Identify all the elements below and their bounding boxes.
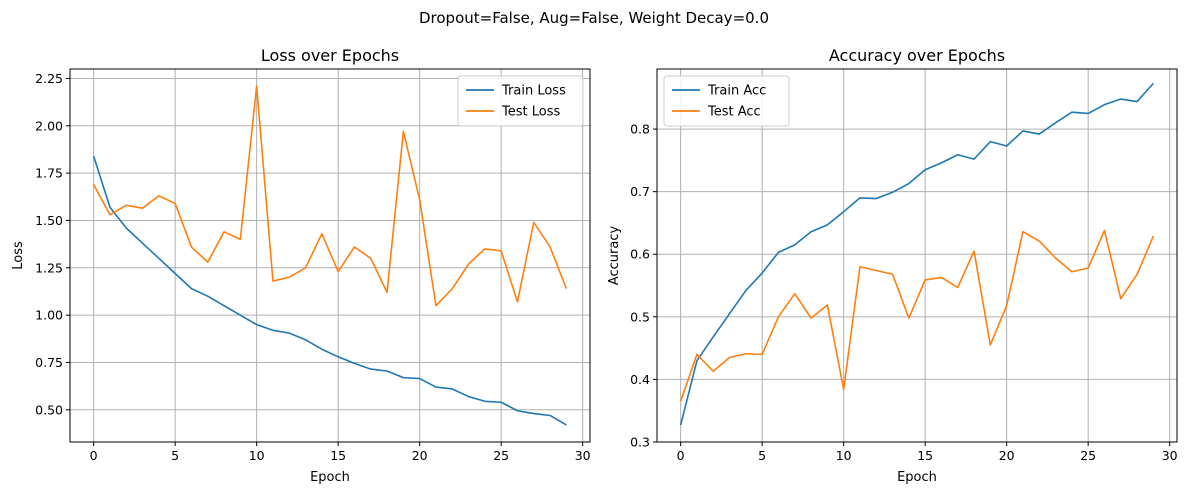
figure-suptitle: Dropout=False, Aug=False, Weight Decay=0… bbox=[419, 9, 769, 27]
loss-x-tick-label: 25 bbox=[493, 448, 509, 463]
accuracy-chart-title: Accuracy over Epochs bbox=[829, 46, 1005, 65]
accuracy-series-train-acc-line bbox=[679, 82, 1154, 426]
loss-y-tick-label: 1.50 bbox=[35, 213, 63, 228]
accuracy-y-tick-label: 0.4 bbox=[630, 372, 650, 387]
loss-x-tick-label: 15 bbox=[330, 448, 346, 463]
accuracy-y-axis-label: Accuracy bbox=[607, 226, 622, 286]
accuracy-legend-label-test-acc: Test Acc bbox=[707, 105, 761, 120]
accuracy-y-tick-label: 0.3 bbox=[630, 435, 650, 450]
accuracy-chart: 0 5 10 15 20 25 30 0.3 0.4 0.5 0.6 0.7 0.8 Accuracy o… bbox=[607, 46, 1178, 485]
loss-chart: 0 5 10 15 20 25 30 0.50 0.75 1.00 1.25 1.50 1.75 2.00… bbox=[11, 46, 591, 485]
accuracy-x-tick-label: 25 bbox=[1080, 448, 1096, 463]
accuracy-y-tick-label: 0.8 bbox=[630, 122, 650, 137]
loss-chart-title: Loss over Epochs bbox=[261, 46, 399, 65]
loss-series-test-loss-line bbox=[92, 85, 568, 307]
loss-y-axis-label: Loss bbox=[11, 241, 26, 270]
loss-x-tick-label: 20 bbox=[412, 448, 428, 463]
loss-x-axis-label: Epoch bbox=[310, 470, 350, 485]
loss-y-tick-label: 0.50 bbox=[35, 402, 63, 417]
accuracy-legend-label-train-acc: Train Acc bbox=[707, 84, 766, 99]
accuracy-x-tick-label: 15 bbox=[917, 448, 933, 463]
loss-y-tick-label: 2.25 bbox=[35, 71, 63, 86]
loss-y-tick-label: 1.25 bbox=[35, 260, 63, 275]
loss-y-tick-label: 0.75 bbox=[35, 355, 63, 370]
accuracy-y-tick-label: 0.6 bbox=[630, 247, 650, 262]
loss-y-tick-label: 1.75 bbox=[35, 166, 63, 181]
loss-legend-label-test-loss: Test Loss bbox=[501, 105, 560, 120]
loss-series-train-loss-line bbox=[92, 155, 567, 426]
accuracy-x-tick-label: 10 bbox=[836, 448, 852, 463]
accuracy-x-axis-label: Epoch bbox=[897, 470, 937, 485]
loss-plot-frame bbox=[69, 68, 591, 443]
loss-y-tick-label: 1.00 bbox=[35, 308, 63, 323]
accuracy-plot-frame bbox=[656, 68, 1178, 443]
loss-legend: Train Loss Test Loss bbox=[457, 75, 584, 127]
accuracy-y-tick-label: 0.5 bbox=[630, 309, 650, 324]
loss-x-tick-label: 30 bbox=[575, 448, 591, 463]
accuracy-x-tick-label: 5 bbox=[758, 448, 766, 463]
accuracy-legend-box bbox=[663, 75, 790, 127]
accuracy-series-test-acc-line bbox=[679, 229, 1155, 402]
loss-x-tick-label: 10 bbox=[249, 448, 265, 463]
loss-legend-label-train-loss: Train Loss bbox=[501, 84, 566, 99]
loss-legend-box bbox=[457, 75, 584, 127]
accuracy-legend: Train Acc Test Acc bbox=[663, 75, 790, 127]
accuracy-x-tick-label: 20 bbox=[999, 448, 1015, 463]
accuracy-x-tick-label: 30 bbox=[1162, 448, 1178, 463]
loss-y-tick-label: 2.00 bbox=[35, 118, 63, 133]
loss-x-tick-label: 0 bbox=[90, 448, 98, 463]
accuracy-x-tick-label: 0 bbox=[677, 448, 685, 463]
accuracy-y-tick-label: 0.7 bbox=[630, 184, 650, 199]
loss-x-tick-label: 5 bbox=[171, 448, 179, 463]
